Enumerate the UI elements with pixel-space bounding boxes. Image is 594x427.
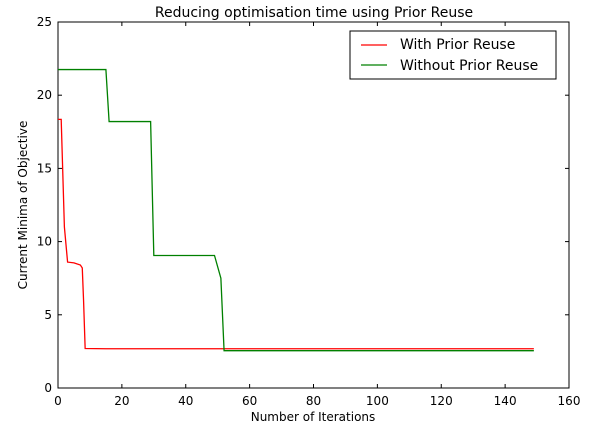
x-tick-label: 60 <box>242 394 257 408</box>
series-layer <box>58 68 534 352</box>
y-tick-label: 10 <box>37 235 52 249</box>
series-line-without-prior-reuse <box>58 68 534 352</box>
x-tick-label: 20 <box>114 394 129 408</box>
x-tick-label: 160 <box>558 394 581 408</box>
x-tick-label: 120 <box>430 394 453 408</box>
y-tick-label: 15 <box>37 161 52 175</box>
y-tick-label: 5 <box>44 308 52 322</box>
y-tick-label: 20 <box>37 88 52 102</box>
series-line-with-prior-reuse <box>58 118 534 350</box>
legend: With Prior Reuse Without Prior Reuse <box>349 30 557 80</box>
y-tick-label: 0 <box>44 381 52 395</box>
x-tick-label: 0 <box>54 394 62 408</box>
x-tick-label: 80 <box>306 394 321 408</box>
plot-area <box>57 21 570 389</box>
x-tick-label: 100 <box>366 394 389 408</box>
chart-title: Reducing optimisation time using Prior R… <box>155 5 473 21</box>
legend-label-without-prior-reuse: Without Prior Reuse <box>400 58 538 74</box>
axis-layer: 0 20 40 60 80 100 120 140 160 0 5 10 15 20 25 <box>37 15 581 408</box>
legend-label-with-prior-reuse: With Prior Reuse <box>400 37 515 53</box>
y-axis-label: Current Minima of Objective <box>16 121 30 290</box>
x-tick-label: 40 <box>178 394 193 408</box>
legend-box <box>349 30 557 80</box>
x-tick-label: 140 <box>494 394 517 408</box>
y-tick-label: 25 <box>37 15 52 29</box>
x-axis-label: Number of Iterations <box>251 410 376 424</box>
